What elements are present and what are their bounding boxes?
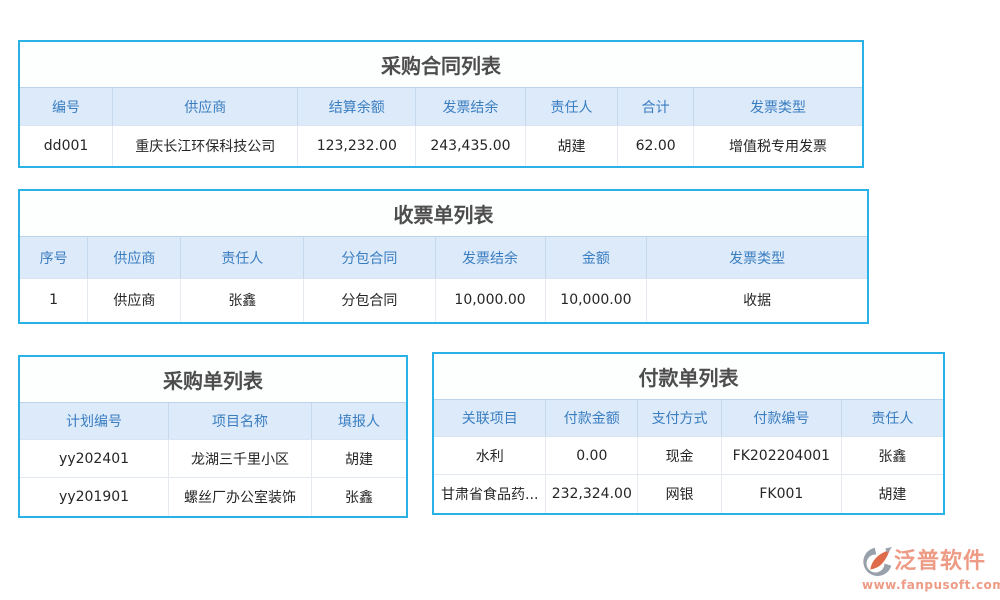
header-row: 关联项目 付款金额 支付方式 付款编号 责任人 — [434, 399, 943, 437]
column-header: 发票结余 — [415, 87, 526, 126]
table-cell: yy202401 — [20, 439, 169, 478]
column-header: 编号 — [20, 87, 113, 126]
table-cell: 重庆长江环保科技公司 — [112, 125, 298, 166]
column-header: 计划编号 — [20, 402, 169, 440]
column-header: 责任人 — [180, 236, 304, 279]
receipt-title: 收票单列表 — [20, 191, 867, 236]
column-header: 付款金额 — [545, 399, 638, 437]
table-cell: 供应商 — [87, 278, 181, 322]
payment-title: 付款单列表 — [434, 354, 943, 399]
column-header: 发票类型 — [693, 87, 862, 126]
table-cell: 收据 — [646, 278, 867, 322]
purchase-order-table: 计划编号 项目名称 填报人 yy202401 龙湖三千里小区 胡建 yy2019… — [20, 402, 406, 516]
table-cell: 10,000.00 — [434, 278, 546, 322]
table-cell: 甘肃省食品药... — [434, 474, 546, 513]
table-cell: 龙湖三千里小区 — [168, 439, 312, 478]
column-header: 责任人 — [524, 87, 618, 126]
column-header: 发票类型 — [646, 236, 867, 279]
table-cell: 张鑫 — [180, 278, 304, 322]
table-cell: 胡建 — [840, 474, 943, 513]
table-row[interactable]: yy201901 螺丝厂办公室装饰 张鑫 — [20, 477, 406, 516]
column-header: 发票结余 — [434, 236, 546, 279]
table-cell: 增值税专用发票 — [693, 125, 862, 166]
table-cell: FK001 — [721, 474, 842, 513]
purchase-contract-table: 编号 供应商 结算余额 发票结余 责任人 合计 发票类型 dd001 重庆长江环… — [20, 87, 862, 166]
column-header: 项目名称 — [168, 402, 312, 440]
table-cell: 胡建 — [524, 125, 618, 166]
table-cell: 分包合同 — [303, 278, 435, 322]
table-cell: 62.00 — [617, 125, 694, 166]
receipt-table: 序号 供应商 责任人 分包合同 发票结余 金额 发票类型 1 供应商 张鑫 分包… — [20, 236, 867, 322]
table-cell: 243,435.00 — [415, 125, 526, 166]
purchase-contract-title: 采购合同列表 — [20, 42, 862, 87]
table-cell: FK202204001 — [721, 436, 842, 475]
table-row[interactable]: 水利 0.00 现金 FK202204001 张鑫 — [434, 436, 943, 475]
column-header: 结算余额 — [297, 87, 416, 126]
header-row: 计划编号 项目名称 填报人 — [20, 402, 406, 440]
table-cell: dd001 — [20, 125, 113, 166]
fanpu-logo-icon — [862, 547, 892, 577]
brand-url: www.fanpusoft.com — [862, 578, 1000, 592]
table-cell: 123,232.00 — [297, 125, 416, 166]
table-cell: 水利 — [434, 436, 546, 475]
table-row[interactable]: yy202401 龙湖三千里小区 胡建 — [20, 439, 406, 478]
table-row[interactable]: 甘肃省食品药... 232,324.00 网银 FK001 胡建 — [434, 474, 943, 513]
payment-panel: 付款单列表 关联项目 付款金额 支付方式 付款编号 责任人 水利 0.00 现金… — [432, 352, 945, 515]
table-row[interactable]: 1 供应商 张鑫 分包合同 10,000.00 10,000.00 收据 — [20, 278, 867, 322]
fanpusoft-watermark: 泛普软件 www.fanpusoft.com — [862, 547, 1000, 592]
receipt-panel: 收票单列表 序号 供应商 责任人 分包合同 发票结余 金额 发票类型 1 供应商… — [18, 189, 869, 324]
column-header: 供应商 — [87, 236, 181, 279]
purchase-contract-panel: 采购合同列表 编号 供应商 结算余额 发票结余 责任人 合计 发票类型 dd00… — [18, 40, 864, 168]
table-cell: 网银 — [637, 474, 722, 513]
table-cell: 现金 — [637, 436, 722, 475]
table-row[interactable]: dd001 重庆长江环保科技公司 123,232.00 243,435.00 胡… — [20, 125, 862, 166]
table-cell: 0.00 — [545, 436, 638, 475]
purchase-order-title: 采购单列表 — [20, 357, 406, 402]
column-header: 金额 — [544, 236, 647, 279]
column-header: 供应商 — [112, 87, 298, 126]
table-cell: 1 — [20, 278, 88, 322]
column-header: 责任人 — [840, 399, 943, 437]
purchase-order-panel: 采购单列表 计划编号 项目名称 填报人 yy202401 龙湖三千里小区 胡建 … — [18, 355, 408, 518]
table-cell: 张鑫 — [840, 436, 943, 475]
column-header: 关联项目 — [434, 399, 546, 437]
column-header: 付款编号 — [721, 399, 842, 437]
table-cell: 螺丝厂办公室装饰 — [168, 477, 312, 516]
header-row: 序号 供应商 责任人 分包合同 发票结余 金额 发票类型 — [20, 236, 867, 279]
column-header: 合计 — [617, 87, 694, 126]
column-header: 支付方式 — [637, 399, 722, 437]
table-cell: 10,000.00 — [544, 278, 647, 322]
column-header: 填报人 — [310, 402, 406, 440]
payment-table: 关联项目 付款金额 支付方式 付款编号 责任人 水利 0.00 现金 FK202… — [434, 399, 943, 513]
column-header: 序号 — [20, 236, 88, 279]
table-cell: 胡建 — [310, 439, 406, 478]
brand-name: 泛普软件 — [894, 549, 987, 574]
table-cell: 张鑫 — [310, 477, 406, 516]
column-header: 分包合同 — [303, 236, 435, 279]
table-cell: yy201901 — [20, 477, 169, 516]
header-row: 编号 供应商 结算余额 发票结余 责任人 合计 发票类型 — [20, 87, 862, 126]
table-cell: 232,324.00 — [545, 474, 638, 513]
